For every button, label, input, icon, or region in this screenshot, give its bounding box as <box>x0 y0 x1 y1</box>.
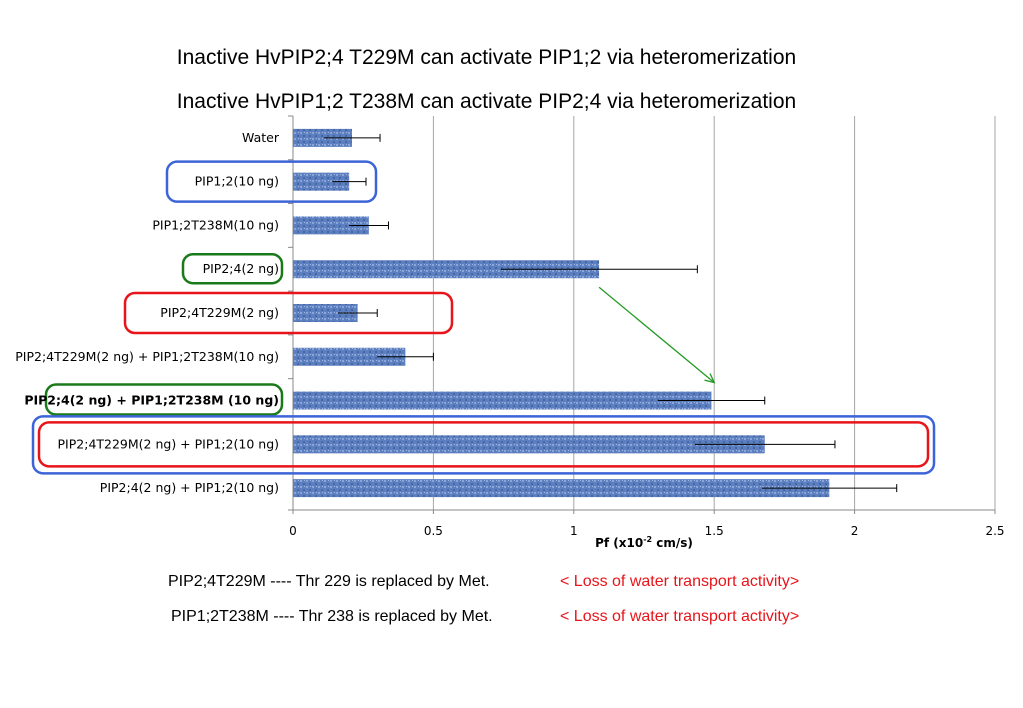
highlight-box <box>44 383 284 416</box>
bar <box>293 172 350 191</box>
chart-title-1: Inactive HvPIP2;4 T229M can activate PIP… <box>176 46 797 69</box>
mutation-note-1: PIP2;4T229M ---- Thr 229 is replaced by … <box>168 573 490 590</box>
bar <box>293 391 712 410</box>
x-tick-label: 0 <box>289 524 297 538</box>
mutation-note-2: PIP1;2T238M ---- Thr 238 is replaced by … <box>171 608 493 625</box>
category-label: PIP1;2T238M(10 ng) <box>152 217 279 232</box>
category-label: PIP1;2(10 ng) <box>195 174 279 189</box>
highlight-box <box>37 421 930 468</box>
arrow-head <box>704 373 716 384</box>
bar <box>293 216 369 235</box>
highlight-box <box>181 252 284 285</box>
mutation-note-2-effect: < Loss of water transport activity> <box>560 608 800 625</box>
highlight-box <box>123 291 454 335</box>
bar <box>293 435 765 454</box>
x-tick-label: 0.5 <box>424 524 443 538</box>
x-tick-label: 1.5 <box>705 524 724 538</box>
bar <box>293 128 352 147</box>
highlight-box <box>165 160 378 203</box>
x-tick-label: 2 <box>851 524 859 538</box>
x-axis-label: Pf (x10-2 cm/s) <box>595 535 693 550</box>
x-tick-label: 2.5 <box>985 524 1004 538</box>
x-tick-label: 1 <box>570 524 578 538</box>
bar-chart: 0 0.5 1 1.5 2 2.5 Pf (x10-2 cm/s) Water PIP1;2(1… <box>15 115 1005 550</box>
category-label: Water <box>242 130 280 145</box>
highlight-box <box>31 415 936 475</box>
category-label: PIP2;4(2 ng) + PIP1;2T238M (10 ng) <box>24 393 279 408</box>
category-label: PIP2;4(2 ng) <box>203 261 279 276</box>
category-label: PIP2;4(2 ng) + PIP1;2(10 ng) <box>100 480 279 495</box>
bar <box>293 260 600 279</box>
category-label: PIP2;4T229M(2 ng) + PIP1;2(10 ng) <box>58 436 279 451</box>
category-label: PIP2;4T229M(2 ng) + PIP1;2T238M(10 ng) <box>15 349 279 364</box>
category-label: PIP2;4T229M(2 ng) <box>160 305 279 320</box>
bar <box>293 479 830 498</box>
chart-title-2: Inactive HvPIP1;2 T238M can activate PIP… <box>176 90 797 113</box>
mutation-note-1-effect: < Loss of water transport activity> <box>560 573 800 590</box>
annotation-arrow <box>598 286 715 384</box>
bar <box>293 347 406 366</box>
bar <box>293 304 358 322</box>
